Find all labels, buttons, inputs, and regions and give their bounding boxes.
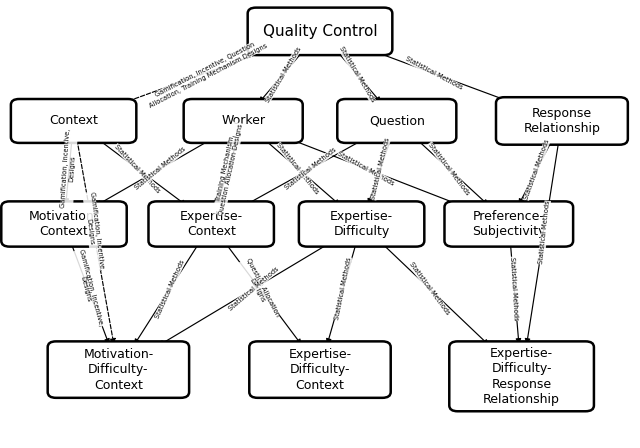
Text: Statistical Methods: Statistical Methods bbox=[276, 142, 320, 195]
Text: Statistical Methods: Statistical Methods bbox=[427, 142, 470, 196]
Text: Context: Context bbox=[49, 114, 98, 128]
FancyBboxPatch shape bbox=[248, 8, 392, 55]
Text: Statistical Methods: Statistical Methods bbox=[404, 56, 463, 91]
Text: Statistical Methods: Statistical Methods bbox=[264, 45, 302, 103]
Text: Statistical Methods: Statistical Methods bbox=[284, 146, 338, 191]
FancyBboxPatch shape bbox=[299, 202, 424, 246]
Text: Expertise-
Difficulty: Expertise- Difficulty bbox=[330, 210, 393, 238]
FancyBboxPatch shape bbox=[148, 202, 274, 246]
FancyBboxPatch shape bbox=[496, 97, 628, 145]
FancyBboxPatch shape bbox=[1, 202, 127, 246]
Text: Statistical Methods: Statistical Methods bbox=[408, 261, 451, 316]
FancyBboxPatch shape bbox=[337, 99, 456, 143]
Text: Gamification, Incentive,
Designs: Gamification, Incentive, Designs bbox=[60, 129, 78, 209]
Text: Statistical Methods: Statistical Methods bbox=[337, 151, 396, 187]
Text: Statistical Methods: Statistical Methods bbox=[509, 257, 519, 321]
Text: Statistical Methods: Statistical Methods bbox=[370, 137, 391, 200]
Text: Statistical Methods: Statistical Methods bbox=[134, 146, 187, 191]
Text: Gamification, Incentive,
Designs: Gamification, Incentive, Designs bbox=[72, 249, 104, 328]
Text: Gamification, Incentive, Question
Allocation, Training Mechanism Designs: Gamification, Incentive, Question Alloca… bbox=[145, 37, 268, 108]
Text: Training Mechanism,
Question Allocation Designs: Training Mechanism, Question Allocation … bbox=[212, 121, 244, 215]
Text: Statistical Methods: Statistical Methods bbox=[334, 257, 352, 320]
Text: Motivation-
Context: Motivation- Context bbox=[29, 210, 99, 238]
Text: Response
Relationship: Response Relationship bbox=[524, 107, 600, 135]
FancyBboxPatch shape bbox=[184, 99, 303, 143]
Text: Expertise-
Difficulty-
Context: Expertise- Difficulty- Context bbox=[289, 348, 351, 392]
Text: Motivation-
Difficulty-
Context: Motivation- Difficulty- Context bbox=[83, 348, 154, 392]
FancyBboxPatch shape bbox=[11, 99, 136, 143]
Text: Expertise-
Difficulty-
Response
Relationship: Expertise- Difficulty- Response Relation… bbox=[483, 347, 560, 406]
FancyBboxPatch shape bbox=[47, 341, 189, 398]
Text: Preference-
Subjectivity: Preference- Subjectivity bbox=[472, 210, 545, 238]
FancyBboxPatch shape bbox=[445, 202, 573, 246]
FancyBboxPatch shape bbox=[249, 341, 390, 398]
Text: Statistical Methods: Statistical Methods bbox=[524, 139, 550, 201]
Text: Statistical Methods: Statistical Methods bbox=[227, 266, 280, 312]
Text: Question Allocation
Designs: Question Allocation Designs bbox=[239, 257, 280, 320]
Text: Statistical Methods: Statistical Methods bbox=[113, 143, 161, 194]
Text: Quality Control: Quality Control bbox=[262, 24, 378, 39]
Text: Question: Question bbox=[369, 114, 425, 128]
Text: Worker: Worker bbox=[221, 114, 265, 128]
Text: Statistical Methods: Statistical Methods bbox=[154, 258, 186, 319]
Text: Gamification, Incentive,
Designs: Gamification, Incentive, Designs bbox=[83, 192, 104, 272]
Text: Expertise-
Context: Expertise- Context bbox=[180, 210, 243, 238]
FancyBboxPatch shape bbox=[449, 341, 594, 411]
Text: Statistical Methods: Statistical Methods bbox=[338, 45, 376, 103]
Text: Statistical Methods: Statistical Methods bbox=[538, 201, 551, 265]
